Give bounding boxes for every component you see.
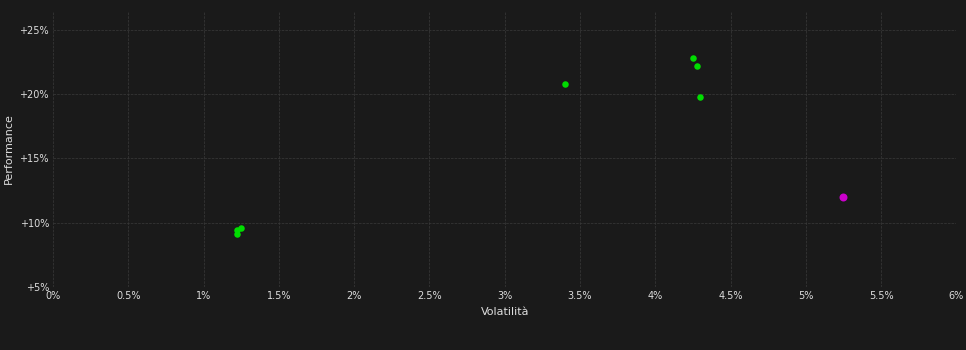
Point (234, 225, 249, 231)
Point (229, 228, 244, 233)
Point (229, 231, 244, 237)
X-axis label: Volatilità: Volatilità (480, 307, 529, 317)
Point (693, 94, 708, 99)
Point (557, 81, 573, 86)
Y-axis label: Performance: Performance (4, 113, 14, 184)
Point (685, 55, 700, 61)
Point (690, 63, 705, 69)
Point (836, 194, 851, 200)
